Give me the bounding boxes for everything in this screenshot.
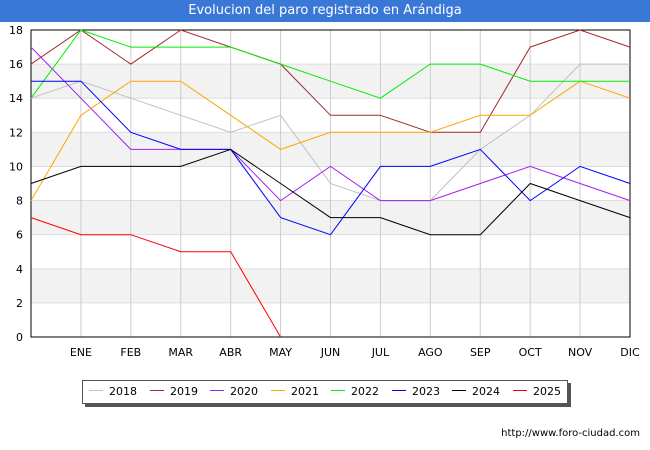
series-line-2023 bbox=[31, 80, 631, 236]
legend-item-2025: 2025 bbox=[513, 385, 561, 398]
x-tick-label: AGO bbox=[418, 346, 443, 359]
y-tick-label: 14 bbox=[9, 92, 23, 105]
legend-swatch bbox=[331, 389, 345, 391]
x-tick-label: JUN bbox=[320, 346, 341, 359]
chart-title: Evolucion del paro registrado en Arándig… bbox=[0, 0, 650, 22]
series-line-2022 bbox=[30, 29, 630, 99]
legend-item-2022: 2022 bbox=[331, 385, 379, 398]
legend-swatch bbox=[210, 389, 224, 391]
y-tick-label: 12 bbox=[9, 126, 23, 139]
series-line-2020 bbox=[30, 46, 631, 202]
y-tick-label: 0 bbox=[16, 331, 23, 344]
x-tick-label: MAY bbox=[269, 346, 292, 359]
legend-swatch bbox=[89, 389, 103, 391]
chart-legend: 2018 2019 2020 2021 2022 2023 2024 2025 bbox=[82, 380, 568, 404]
x-tick-label: FEB bbox=[120, 346, 141, 359]
legend-item-2021: 2021 bbox=[271, 385, 319, 398]
legend-item-2018: 2018 bbox=[89, 385, 137, 398]
y-tick-label: 2 bbox=[16, 297, 23, 310]
legend-label: 2022 bbox=[351, 385, 379, 398]
x-tick-label: ABR bbox=[219, 346, 242, 359]
legend-label: 2018 bbox=[109, 385, 137, 398]
legend-swatch bbox=[452, 389, 466, 391]
legend-label: 2021 bbox=[291, 385, 319, 398]
legend-swatch bbox=[513, 389, 527, 391]
source-url: http://www.foro-ciudad.com bbox=[501, 428, 640, 439]
x-tick-label: OCT bbox=[519, 346, 542, 359]
x-tick-label: MAR bbox=[168, 346, 193, 359]
series-line-2019 bbox=[30, 29, 631, 133]
legend-label: 2019 bbox=[170, 385, 198, 398]
x-tick-label: NOV bbox=[568, 346, 593, 359]
x-tick-label: SEP bbox=[470, 346, 491, 359]
series-line-2021 bbox=[30, 80, 631, 201]
y-tick-label: 18 bbox=[9, 24, 23, 37]
x-tick-label: JUL bbox=[371, 346, 390, 359]
series-line-2024 bbox=[30, 148, 631, 236]
y-tick-label: 8 bbox=[16, 195, 23, 208]
legend-label: 2025 bbox=[533, 385, 561, 398]
legend-label: 2024 bbox=[472, 385, 500, 398]
legend-item-2023: 2023 bbox=[392, 385, 440, 398]
y-tick-label: 6 bbox=[16, 229, 23, 242]
series-line-2025 bbox=[30, 217, 282, 338]
legend-label: 2020 bbox=[230, 385, 258, 398]
x-tick-label: DIC bbox=[620, 346, 640, 359]
y-tick-label: 16 bbox=[9, 58, 23, 71]
legend-item-2019: 2019 bbox=[150, 385, 198, 398]
legend-swatch bbox=[392, 389, 406, 391]
legend-item-2024: 2024 bbox=[452, 385, 500, 398]
legend-swatch bbox=[271, 389, 285, 391]
y-tick-label: 4 bbox=[16, 263, 23, 276]
y-tick-label: 10 bbox=[9, 160, 23, 173]
legend-label: 2023 bbox=[412, 385, 440, 398]
x-tick-label: ENE bbox=[70, 346, 92, 359]
legend-item-2020: 2020 bbox=[210, 385, 258, 398]
legend-swatch bbox=[150, 389, 164, 391]
